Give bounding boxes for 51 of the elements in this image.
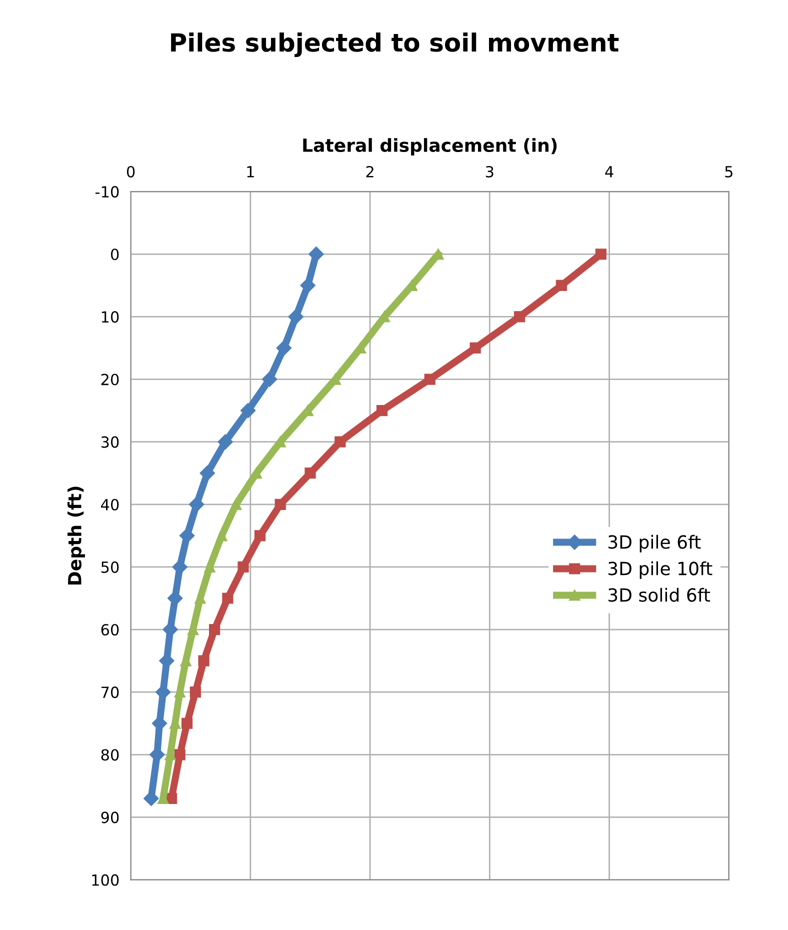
y-tick-label: 40 <box>101 498 119 510</box>
point <box>470 342 481 354</box>
chart-title: Piles subjected to soil movment <box>171 32 619 57</box>
point <box>254 530 266 542</box>
y-tick-label: 90 <box>101 812 119 824</box>
y-tick-label: 100 <box>92 874 119 886</box>
point <box>240 402 256 418</box>
y-tick-label: 0 <box>110 248 119 260</box>
x-tick-label: 0 <box>126 166 135 178</box>
point <box>222 592 234 604</box>
point <box>274 498 286 510</box>
y-tick-label: 10 <box>102 311 119 323</box>
point <box>208 624 220 636</box>
point <box>595 248 606 260</box>
x-tick-label: 1 <box>247 166 254 178</box>
point <box>198 655 210 666</box>
y-tick-label: 50 <box>101 561 119 573</box>
point <box>424 374 436 385</box>
point <box>376 404 388 416</box>
point <box>304 468 316 479</box>
point <box>189 496 204 512</box>
point <box>514 311 526 322</box>
point <box>174 749 186 760</box>
point <box>181 718 193 729</box>
legend-label: 3D solid 6ft <box>608 588 710 602</box>
point <box>288 309 304 324</box>
y-tick-label: 20 <box>101 374 119 386</box>
point <box>262 372 278 387</box>
legend-label: 3D pile 10ft <box>608 561 712 579</box>
point <box>556 280 567 291</box>
x-axis-title: Lateral displacement (in) <box>303 138 557 156</box>
x-tick-label: 2 <box>366 166 374 178</box>
y-tick-label: 60 <box>101 624 119 636</box>
point <box>200 466 215 481</box>
y-tick-label: -10 <box>95 186 119 198</box>
y-axis-title: Depth (ft) <box>68 486 85 584</box>
point <box>300 278 316 293</box>
legend-label: 3D pile 6ft <box>608 534 701 552</box>
point <box>179 528 195 544</box>
y-tick-label: 70 <box>102 686 119 698</box>
x-tick-label: 3 <box>486 166 494 178</box>
x-tick-label: 5 <box>725 166 732 178</box>
point <box>334 436 346 448</box>
x-tick-label: 4 <box>605 166 614 178</box>
point <box>238 561 249 573</box>
point <box>218 434 233 450</box>
y-tick-label: 80 <box>101 749 119 761</box>
y-tick-label: 30 <box>101 436 119 448</box>
point <box>190 686 201 698</box>
point <box>276 340 292 356</box>
point <box>308 246 324 262</box>
